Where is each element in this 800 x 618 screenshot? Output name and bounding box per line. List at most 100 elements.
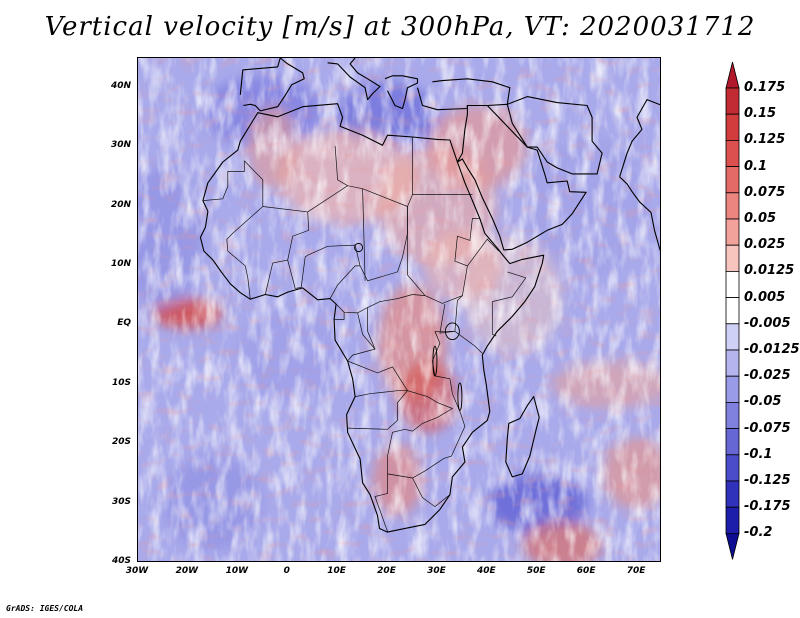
map-title: Vertical velocity [m/s] at 300hPa, VT: 2… bbox=[44, 12, 756, 42]
country-border bbox=[227, 250, 251, 300]
lon-tick-label: 50E bbox=[526, 566, 546, 576]
country-border bbox=[334, 312, 345, 320]
coastlines bbox=[199, 58, 660, 533]
colorbar-bottom-arrow bbox=[725, 533, 740, 560]
colorbar-label: -0.05 bbox=[744, 394, 782, 410]
country-border bbox=[412, 477, 451, 508]
lon-tick-label: 30W bbox=[125, 566, 149, 576]
country-border bbox=[202, 160, 245, 201]
country-border bbox=[491, 301, 497, 337]
country-border bbox=[355, 390, 408, 397]
colorbar-swatch bbox=[725, 454, 740, 482]
lake bbox=[457, 382, 463, 411]
colorbar-label: 0.005 bbox=[744, 289, 786, 305]
country-border bbox=[374, 473, 388, 532]
colorbar-swatch bbox=[725, 192, 740, 220]
country-border bbox=[334, 145, 348, 187]
country-border bbox=[434, 330, 483, 354]
country-border bbox=[347, 360, 408, 391]
colorbar-label: 0.175 bbox=[744, 80, 786, 95]
country-border bbox=[492, 271, 527, 302]
lon-tick-label: 60E bbox=[576, 566, 596, 576]
colorbar-label: 0.0125 bbox=[744, 263, 795, 279]
lake bbox=[444, 322, 460, 341]
colorbar-swatch bbox=[725, 270, 740, 298]
country-border bbox=[295, 254, 308, 289]
lon-tick-label: 10E bbox=[327, 566, 346, 576]
colorbar-swatch bbox=[725, 349, 740, 377]
lat-tick-label: 40N bbox=[110, 80, 131, 91]
colorbar-label: -0.1 bbox=[744, 446, 773, 462]
country-border bbox=[439, 303, 455, 334]
country-border bbox=[262, 206, 310, 261]
colorbar-swatch bbox=[725, 218, 740, 246]
colorbar-swatch bbox=[725, 297, 740, 325]
iran-coastline bbox=[506, 96, 603, 175]
lon-tick-label: 0 bbox=[283, 566, 290, 576]
country-border bbox=[454, 295, 463, 332]
country-borders bbox=[202, 137, 527, 532]
india-coastline bbox=[619, 99, 660, 252]
country-border bbox=[264, 259, 296, 295]
colorbar-label: 0.125 bbox=[744, 132, 786, 148]
lat-tick-label: EQ bbox=[117, 318, 131, 329]
lon-tick-label: 30E bbox=[427, 566, 446, 576]
colorbar-swatch bbox=[725, 506, 740, 534]
madagascar-coastline bbox=[505, 396, 540, 478]
colorbar-swatch bbox=[725, 139, 740, 167]
colorbar-label: -0.175 bbox=[744, 499, 791, 515]
colorbar-label: -0.2 bbox=[744, 525, 773, 541]
lakes bbox=[354, 242, 463, 411]
lon-tick-label: 40E bbox=[476, 566, 496, 576]
country-border bbox=[467, 238, 500, 267]
velocity-field-map bbox=[138, 58, 660, 561]
africa-coastline bbox=[199, 103, 545, 533]
colorbar-swatch bbox=[725, 166, 740, 194]
colorbar-label: -0.005 bbox=[744, 315, 791, 331]
lat-tick-label: 20S bbox=[111, 437, 131, 448]
colorbar-label: 0.1 bbox=[744, 158, 768, 174]
colorbar-swatch bbox=[725, 87, 740, 115]
lat-tick-label: 10S bbox=[111, 377, 131, 388]
turkey-coastline bbox=[416, 78, 511, 111]
map-plot-area bbox=[137, 57, 661, 562]
lat-tick-label: 30N bbox=[110, 140, 131, 151]
field-texture-red bbox=[138, 58, 660, 561]
colorbar-top-arrow bbox=[725, 61, 740, 89]
colorbar-label: -0.125 bbox=[744, 473, 791, 488]
greece-coastline bbox=[384, 75, 419, 110]
country-border bbox=[362, 188, 366, 281]
lat-tick-label: 40S bbox=[111, 556, 131, 566]
iberia-coastline bbox=[239, 58, 305, 112]
colorbar-label: -0.075 bbox=[744, 420, 791, 436]
colorbar-label: 0.15 bbox=[744, 106, 777, 122]
colorbar-label: -0.0125 bbox=[744, 342, 800, 357]
country-border bbox=[347, 331, 466, 479]
colorbar-label: -0.025 bbox=[744, 368, 791, 384]
colorbar-label: 0.05 bbox=[744, 211, 777, 226]
lon-tick-label: 10W bbox=[225, 566, 249, 576]
lake bbox=[432, 345, 438, 377]
colorbar-swatch bbox=[725, 375, 740, 403]
lat-tick-label: 30S bbox=[111, 496, 131, 507]
colorbar-swatch bbox=[725, 323, 740, 351]
colorbar-swatch bbox=[725, 480, 740, 508]
colorbar-label: 0.075 bbox=[744, 184, 786, 200]
colorbar-swatch bbox=[725, 401, 740, 429]
lon-tick-label: 20E bbox=[377, 566, 396, 576]
colorbar-swatch bbox=[725, 244, 740, 272]
lon-tick-label: 20W bbox=[175, 566, 199, 576]
country-border bbox=[226, 160, 264, 252]
country-border bbox=[307, 185, 408, 282]
lat-tick-label: 20N bbox=[110, 199, 131, 210]
grads-credit: GrADS: IGES/COLA bbox=[6, 604, 84, 613]
lon-tick-label: 70E bbox=[626, 566, 646, 576]
lat-tick-label: 10N bbox=[110, 258, 131, 269]
country-border bbox=[335, 294, 426, 314]
colorbar-swatch bbox=[725, 113, 740, 141]
colorbar-swatch bbox=[725, 428, 740, 456]
country-border bbox=[357, 312, 376, 350]
country-border bbox=[329, 265, 361, 299]
colorbar-label: 0.025 bbox=[744, 237, 786, 253]
italy-coastline bbox=[327, 58, 381, 101]
